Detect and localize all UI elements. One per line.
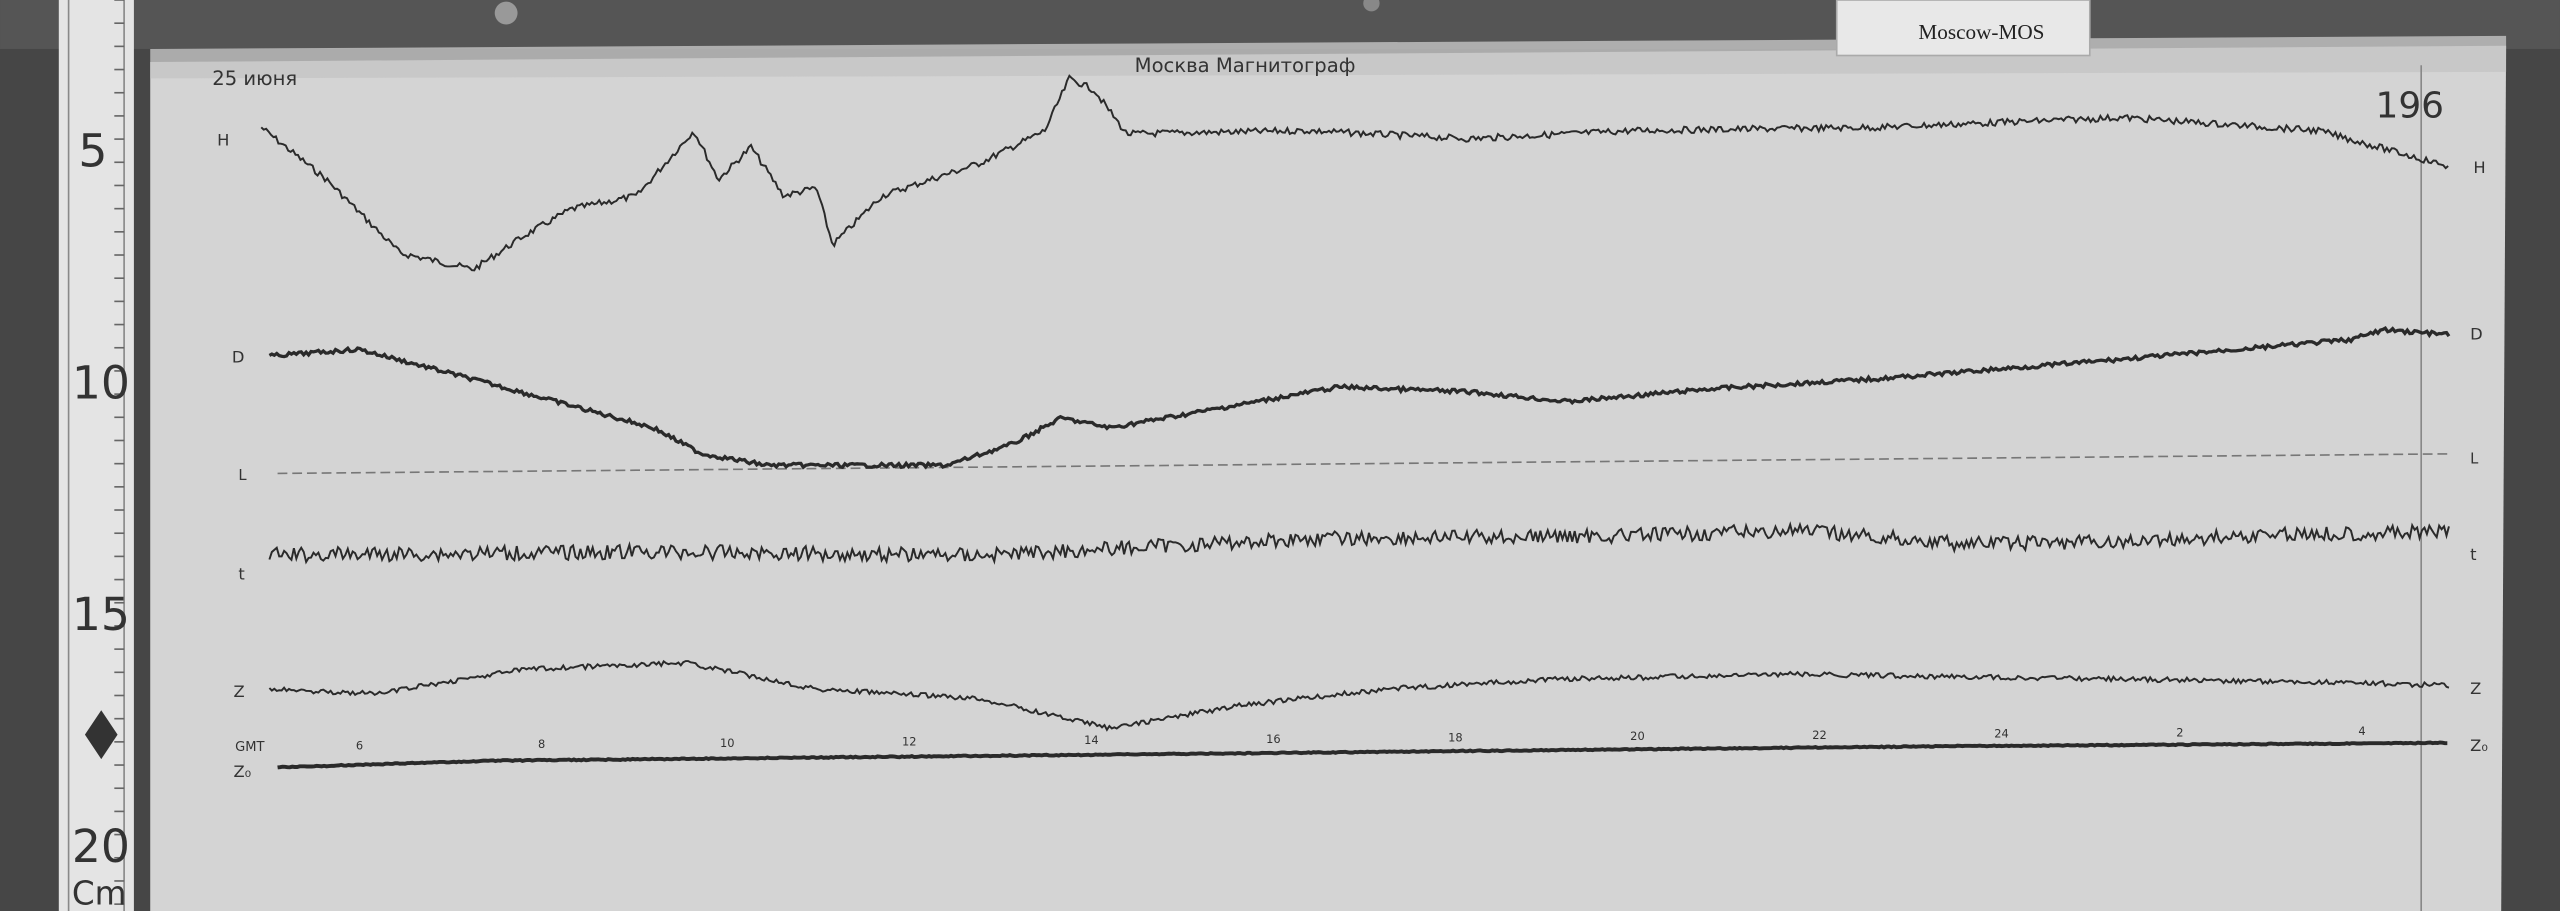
station-label: Moscow-MOS — [1918, 20, 2044, 44]
trace-label-z-right: Z — [2470, 679, 2481, 698]
trace-label-t: t — [238, 565, 244, 584]
d-trace — [268, 326, 2451, 470]
station-label-card — [1835, 0, 2091, 57]
ruler-mark-15: 15 — [72, 588, 130, 641]
hour-label: 24 — [1994, 727, 2009, 741]
record-date: 25 июня — [212, 67, 297, 90]
hour-label: 22 — [1812, 728, 1827, 742]
hour-label: 16 — [1266, 732, 1281, 746]
pin — [1363, 0, 1380, 12]
ruler-mark-5: 5 — [78, 125, 107, 178]
magnetogram-paper — [150, 45, 2507, 911]
z0-trace — [277, 740, 2448, 770]
page-number: 196 — [2375, 86, 2444, 127]
h-trace — [260, 74, 2449, 272]
hour-label: 2 — [2176, 725, 2183, 739]
z-trace — [268, 659, 2450, 732]
hour-label: 14 — [1084, 733, 1099, 747]
baseline-label: L — [238, 467, 247, 484]
d-baseline — [277, 453, 2449, 475]
record-title: Москва Магнитограф — [1135, 54, 1356, 77]
ruler-mark-10: 10 — [72, 356, 130, 409]
hour-label: 6 — [356, 738, 363, 752]
trace-label-z: Z — [233, 682, 244, 701]
hour-label: 8 — [538, 737, 545, 751]
ruler — [58, 0, 134, 911]
hour-label: 4 — [2358, 724, 2365, 738]
trace-label-z0-right: Z₀ — [2470, 736, 2488, 755]
trace-label-h: H — [217, 130, 229, 149]
hour-label: 18 — [1448, 731, 1463, 745]
time-axis-label: GMT — [235, 740, 264, 755]
trace-label-d: D — [232, 347, 245, 366]
ruler-mark-20: 20 — [72, 820, 130, 873]
trace-label-d-right: D — [2470, 325, 2483, 344]
pin — [494, 1, 518, 25]
hour-label: 10 — [720, 736, 735, 750]
trace-label-t-right: t — [2470, 545, 2476, 564]
trace-label-h-right: H — [2473, 158, 2485, 177]
diamond-marker-icon — [84, 710, 118, 760]
ruler-unit: Cm — [72, 874, 127, 911]
baseline-label-right: L — [2470, 451, 2479, 468]
hour-label: 20 — [1630, 729, 1645, 743]
hour-label: 12 — [902, 734, 917, 748]
t-trace — [268, 521, 2450, 565]
trace-label-z0: Z₀ — [233, 762, 251, 781]
